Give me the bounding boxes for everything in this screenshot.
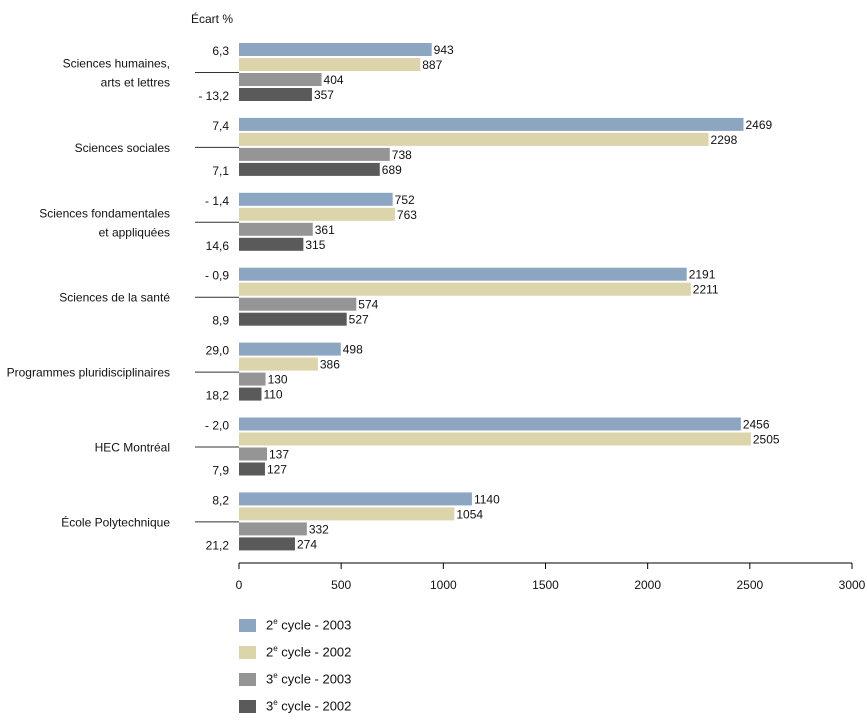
legend-label: 3e cycle - 2002	[266, 698, 352, 714]
x-tick-label: 0	[236, 578, 243, 592]
bar	[239, 237, 304, 251]
bar-value-label: 110	[263, 388, 282, 402]
bar	[239, 357, 318, 371]
ecart-label-2e: - 1,4	[205, 194, 229, 208]
bar	[239, 282, 691, 296]
x-tick-label: 1500	[532, 578, 559, 592]
bar-value-label: 763	[397, 208, 417, 222]
bar	[239, 297, 357, 311]
bar-value-label: 315	[305, 238, 325, 252]
ecart-label-2e: - 0,9	[205, 269, 229, 283]
category-label: et appliquées	[99, 225, 170, 239]
bar-value-label: 332	[309, 522, 329, 536]
bar-value-label: 2191	[689, 268, 716, 282]
ecart-label-3e: 7,9	[212, 464, 229, 478]
bar	[239, 342, 341, 356]
ecart-label-2e: 29,0	[206, 344, 230, 358]
ecart-label-3e: 18,2	[206, 389, 230, 403]
bar	[239, 132, 709, 146]
category-label: arts et lettres	[101, 76, 170, 90]
ecart-header: Écart %	[191, 11, 233, 26]
bar	[239, 447, 267, 461]
x-tick-label: 1000	[430, 578, 457, 592]
ecart-label-2e: 6,3	[212, 44, 229, 58]
category-label: Sciences sociales	[75, 141, 170, 155]
bar-value-label: 943	[434, 43, 454, 57]
bar	[239, 312, 347, 326]
legend-label: 2e cycle - 2003	[266, 617, 352, 633]
bar-value-label: 887	[422, 58, 442, 72]
bar-value-label: 127	[267, 463, 287, 477]
bar	[239, 117, 744, 131]
x-tick-label: 500	[331, 578, 351, 592]
bar-value-label: 2456	[743, 418, 770, 432]
bar-value-label: 357	[314, 88, 334, 102]
x-tick-label: 2500	[736, 578, 763, 592]
bar-value-label: 2298	[711, 133, 738, 147]
bar-value-label: 274	[297, 537, 317, 551]
legend-swatch	[239, 700, 256, 713]
bar	[239, 492, 472, 506]
bar-value-label: 738	[392, 148, 412, 162]
bar	[239, 207, 395, 221]
bar-value-label: 404	[324, 73, 344, 87]
bar-value-label: 2211	[693, 283, 719, 297]
ecart-label-2e: 7,4	[212, 119, 229, 133]
bar-value-label: 130	[268, 373, 288, 387]
ecart-label-2e: - 2,0	[205, 419, 229, 433]
bar-value-label: 137	[269, 448, 289, 462]
category-label: Sciences humaines,	[63, 57, 170, 71]
ecart-label-3e: 21,2	[206, 538, 230, 552]
bar	[239, 372, 266, 386]
bar	[239, 58, 421, 71]
legend-label: 2e cycle - 2002	[266, 644, 352, 660]
category-label: École Polytechnique	[61, 514, 170, 529]
legend-swatch	[239, 646, 256, 659]
bar	[239, 192, 393, 206]
bar-value-label: 2469	[745, 118, 772, 132]
bar	[239, 522, 307, 536]
bar	[239, 88, 312, 101]
ecart-label-3e: 7,1	[212, 164, 229, 178]
category-label: Programmes pluridisciplinaires	[7, 366, 170, 380]
bar	[239, 147, 390, 161]
x-tick-label: 2000	[634, 578, 661, 592]
bar	[239, 507, 455, 521]
bar-value-label: 574	[358, 298, 378, 312]
x-tick-label: 3000	[839, 578, 866, 592]
bar-value-label: 1054	[456, 507, 483, 521]
category-label: Sciences de la santé	[59, 291, 170, 305]
category-label: Sciences fondamentales	[39, 206, 170, 220]
bar	[239, 267, 687, 281]
legend-swatch	[239, 673, 256, 686]
bar	[239, 43, 432, 56]
bar	[239, 432, 751, 446]
bar	[239, 387, 262, 401]
bar	[239, 162, 380, 176]
bar-value-label: 527	[349, 313, 369, 327]
ecart-label-3e: - 13,2	[198, 89, 229, 103]
bar-value-label: 689	[382, 163, 402, 177]
bar	[239, 417, 741, 431]
ecart-label-3e: 14,6	[206, 239, 230, 253]
legend-label: 3e cycle - 2003	[266, 671, 352, 687]
bar-value-label: 1140	[474, 492, 500, 506]
bar-value-label: 752	[395, 193, 415, 207]
bar-value-label: 361	[315, 223, 335, 237]
bar	[239, 462, 265, 476]
bar-value-label: 498	[343, 343, 363, 357]
bar-value-label: 386	[320, 358, 340, 372]
ecart-label-2e: 8,2	[212, 493, 229, 507]
bar	[239, 537, 295, 551]
bar	[239, 73, 322, 86]
legend-swatch	[239, 619, 256, 632]
category-label: HEC Montréal	[95, 441, 170, 455]
bar	[239, 222, 313, 236]
bar-value-label: 2505	[753, 433, 780, 447]
ecart-label-3e: 8,9	[212, 314, 229, 328]
